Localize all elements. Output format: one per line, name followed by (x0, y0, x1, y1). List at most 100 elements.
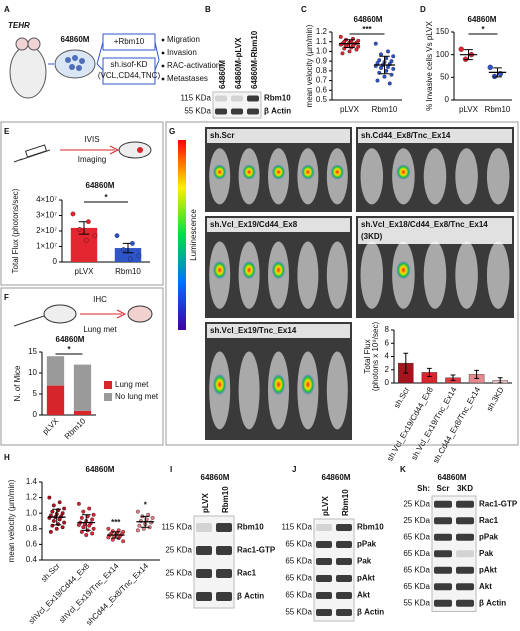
panel-letter: I (170, 465, 172, 474)
marker-size: 115 KDa (180, 94, 211, 103)
mouse-strain: TEHR (8, 21, 30, 30)
band (247, 95, 259, 102)
band-label: β Actin (357, 608, 384, 617)
y-tick-label: 50 (440, 72, 449, 81)
band (336, 541, 352, 548)
data-point (382, 74, 387, 79)
data-point (114, 233, 120, 238)
band (336, 558, 352, 565)
band (316, 575, 332, 582)
bullet (161, 64, 165, 68)
blot (313, 518, 355, 622)
signal (271, 260, 286, 280)
data-point (47, 495, 52, 500)
y-tick-label: 1.2 (26, 493, 38, 502)
data-point (87, 506, 92, 511)
band (434, 517, 452, 525)
bullet (161, 77, 165, 81)
data-point (76, 522, 81, 527)
band (316, 592, 332, 599)
mouse (423, 241, 447, 309)
data-point (391, 66, 396, 71)
mouse (238, 351, 260, 430)
y-axis-label: N. of Mice (13, 365, 22, 402)
panel-letter: E (4, 127, 10, 136)
data-point (51, 503, 56, 508)
label-box (358, 129, 512, 143)
band (216, 592, 232, 601)
data-point (54, 526, 59, 531)
band (316, 541, 332, 548)
significance: *** (111, 518, 121, 527)
legend-label: No lung met (115, 392, 159, 401)
image-label: sh.Cd44_Ex8/Tnc_Ex14 (361, 131, 451, 140)
band (456, 533, 474, 541)
lane-label: 64860M (218, 60, 227, 89)
marker-size: 115 KDa (281, 523, 312, 532)
arm-label: (VCL,CD44,TNC) (98, 71, 161, 80)
error-bar (140, 515, 150, 528)
data-point (76, 501, 81, 506)
data-point (121, 247, 126, 252)
signal (213, 373, 227, 396)
band (456, 550, 474, 558)
data-point (90, 531, 95, 536)
image-label: sh.Vcl_Ex19/Tnc_Ex14 (210, 326, 297, 335)
x-tick-label: pLVX (41, 416, 61, 436)
data-point (62, 520, 67, 525)
label-box (358, 218, 512, 244)
mouse (423, 148, 447, 205)
chart-title: 64860M (468, 15, 497, 24)
band-label: Rac1-GTP (479, 499, 518, 508)
data-point (347, 49, 352, 54)
mouse (455, 148, 478, 205)
band (434, 500, 452, 508)
bar (114, 248, 142, 262)
panel-letter: K (400, 465, 406, 474)
arm-label: sh.isof-KD (111, 60, 148, 69)
panel-letter: C (301, 5, 307, 14)
band (231, 95, 243, 102)
band-label: Rac1-GTP (237, 546, 276, 555)
y-tick-label: 0.8 (316, 66, 328, 75)
marker-size: 65 KDa (285, 591, 312, 600)
data-point (87, 523, 92, 528)
mouse (297, 241, 319, 309)
band (247, 108, 259, 115)
data-point (356, 44, 361, 49)
mouse (360, 148, 384, 205)
y-tick-label: 0.9 (316, 56, 328, 65)
data-point (458, 46, 464, 52)
error-bar (52, 508, 62, 526)
legend-label: Lung met (115, 380, 149, 389)
data-point (389, 72, 394, 77)
data-point (91, 526, 96, 531)
panel-letter: D (420, 5, 426, 14)
band (231, 108, 243, 115)
y-tick-label: 3×10⁷ (36, 211, 57, 220)
y-tick-label: 0 (33, 410, 38, 419)
band (215, 95, 227, 102)
error-bar (464, 49, 473, 61)
error-bar (474, 369, 479, 379)
band (434, 566, 452, 574)
legend-swatch (104, 381, 112, 389)
data-point (57, 500, 62, 505)
mouse (326, 351, 348, 430)
band-label: β Actin (237, 592, 264, 601)
signal (242, 260, 256, 280)
bar-segment (46, 385, 65, 415)
chart-title: 64860M (56, 335, 85, 344)
band (456, 599, 474, 607)
band-label: Rac1 (479, 516, 499, 525)
signal (301, 373, 315, 396)
schematic-a (9, 33, 160, 99)
band (216, 569, 232, 578)
data-point (135, 528, 140, 533)
error-bar (427, 367, 432, 377)
y-tick-label: 0.6 (26, 540, 38, 549)
y-tick-label: 8 (385, 325, 390, 334)
data-point (50, 509, 55, 514)
diagram-label: IVIS (84, 135, 99, 144)
panel-frame (0, 287, 164, 446)
